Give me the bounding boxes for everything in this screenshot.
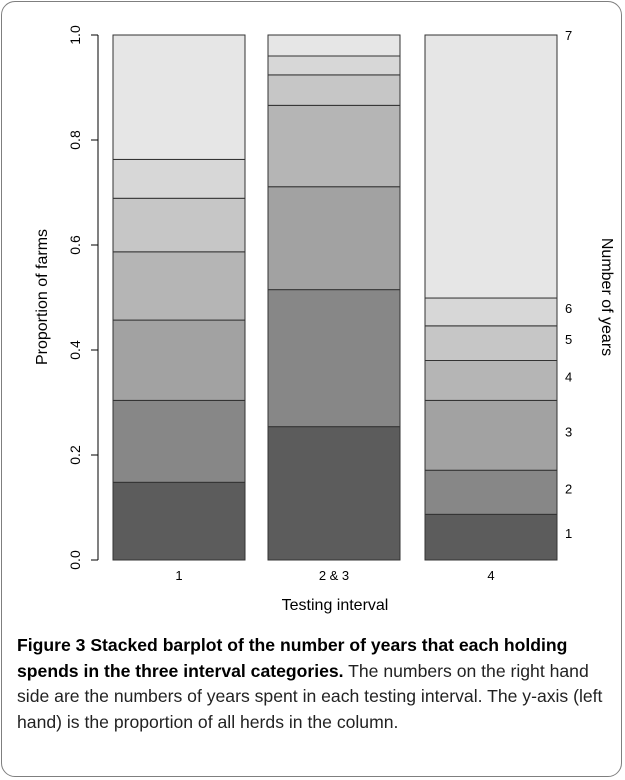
y-tick-label: 0.2 xyxy=(67,445,83,465)
bar-segment xyxy=(424,469,558,515)
years-label: 2 xyxy=(565,481,572,496)
caption-title: Figure 3 Stacked barplot of the number o… xyxy=(17,635,568,681)
bar-segment xyxy=(424,325,558,362)
bar-segment xyxy=(267,426,401,561)
x-tick-label: 4 xyxy=(487,568,494,583)
years-label: 4 xyxy=(565,369,572,384)
bar-segment xyxy=(112,399,246,483)
years-label: 1 xyxy=(565,526,572,541)
years-label: 5 xyxy=(565,332,572,347)
bar-segment xyxy=(424,297,558,327)
years-label: 7 xyxy=(565,28,572,43)
y-tick-label: 0.8 xyxy=(67,130,83,150)
bar-segment xyxy=(424,34,558,299)
bar-segment xyxy=(112,158,246,199)
y-tick-label: 0.6 xyxy=(67,235,83,255)
bar-segment xyxy=(112,481,246,561)
bar-segment xyxy=(267,34,401,57)
x-tick-label: 1 xyxy=(175,568,182,583)
years-label: 6 xyxy=(565,301,572,316)
y-axis-title: Proportion of farms xyxy=(34,229,51,365)
y-tick-label: 0.4 xyxy=(67,340,83,360)
bar-segment xyxy=(267,104,401,188)
right-axis-title: Number of years xyxy=(598,238,615,356)
bar-segment xyxy=(424,360,558,401)
bar-segment xyxy=(112,34,246,160)
x-axis: 1 2 & 3 4 xyxy=(175,568,494,583)
x-tick-label: 2 & 3 xyxy=(319,568,349,583)
figure-caption: Figure 3 Stacked barplot of the number o… xyxy=(17,633,607,735)
y-tick-label: 0.0 xyxy=(67,550,83,570)
caption-text: The numbers on the right hand side are t… xyxy=(17,660,603,732)
bar-segment xyxy=(267,74,401,106)
bar-segment xyxy=(267,289,401,428)
bar-segment xyxy=(112,251,246,321)
years-label: 3 xyxy=(565,424,572,439)
bar-stacks xyxy=(112,34,558,561)
bar-segment xyxy=(112,197,246,253)
y-tick-label: 1.0 xyxy=(67,25,83,45)
x-axis-title: Testing interval xyxy=(282,597,389,614)
bar-segment xyxy=(424,399,558,471)
bar-segment xyxy=(267,55,401,76)
number-of-years-labels: 1 2 3 4 5 6 7 xyxy=(565,28,572,541)
stacked-bar-chart: 0.0 0.2 0.4 0.6 0.8 1.0 1 2 & 3 4 1 2 3 4 5 6 7 Propo… xyxy=(34,25,615,614)
y-axis: 0.0 0.2 0.4 0.6 0.8 1.0 xyxy=(67,25,99,570)
bar-segment xyxy=(424,513,558,561)
bar-segment xyxy=(112,319,246,401)
bar-segment xyxy=(267,186,401,291)
